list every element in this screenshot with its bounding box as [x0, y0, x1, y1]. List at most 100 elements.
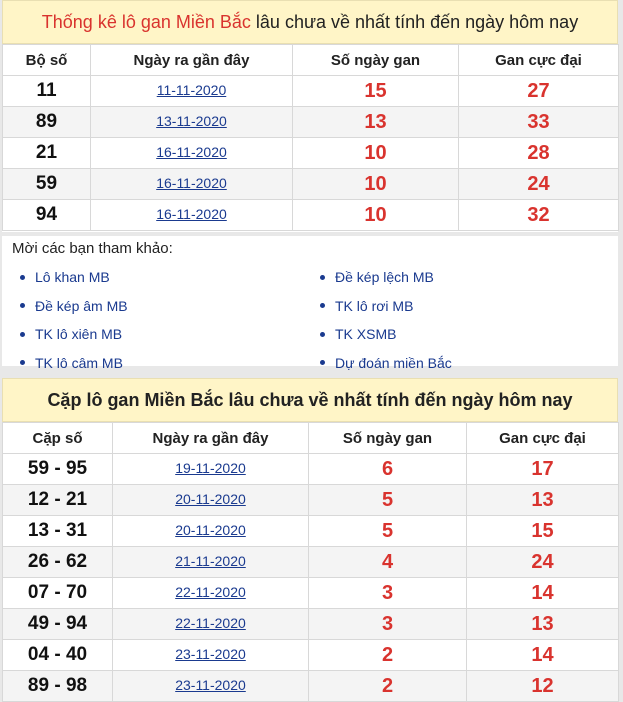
table-row: 11 11-11-2020 15 27 — [2, 75, 619, 107]
reference-link-item[interactable]: TK lô câm MB — [12, 349, 312, 378]
lo-gan-title-rest: lâu chưa về nhất tính đến ngày hôm nay — [250, 11, 579, 32]
date-cell: 16-11-2020 — [90, 199, 293, 231]
col-cap-so: Cặp số — [2, 422, 113, 454]
reference-link[interactable]: Đề kép âm MB — [35, 297, 128, 314]
reference-link-item[interactable]: TK lô xiên MB — [12, 320, 312, 349]
lo-gan-table: Bộ số Ngày ra gần đây Số ngày gan Gan cự… — [2, 44, 619, 231]
table-row: 04 - 40 23-11-2020 2 14 — [2, 639, 619, 671]
bullet-icon — [320, 360, 325, 366]
reference-link-item[interactable]: Lô khan MB — [12, 263, 312, 292]
col-ngay-ra: Ngày ra gần đây — [90, 44, 293, 76]
table-row: 59 - 95 19-11-2020 6 17 — [2, 453, 619, 485]
date-cell: 22-11-2020 — [112, 608, 309, 640]
col-so-ngay-gan: Số ngày gan — [292, 44, 459, 76]
max-cell: 14 — [466, 639, 619, 671]
table-row: 12 - 21 20-11-2020 5 13 — [2, 484, 619, 516]
bullet-icon — [20, 331, 25, 337]
max-cell: 17 — [466, 453, 619, 485]
cap-lo-gan-header-row: Cặp số Ngày ra gần đây Số ngày gan Gan c… — [2, 422, 619, 454]
number-cell: 11 — [2, 75, 91, 107]
date-link[interactable]: 20-11-2020 — [175, 491, 246, 507]
cap-lo-gan-table: Cặp số Ngày ra gần đây Số ngày gan Gan c… — [2, 422, 619, 702]
date-link[interactable]: 16-11-2020 — [156, 206, 227, 222]
date-cell: 20-11-2020 — [112, 515, 309, 547]
reference-link-item[interactable]: TK lô rơi MB — [312, 292, 592, 321]
max-cell: 12 — [466, 670, 619, 702]
days-cell: 5 — [308, 515, 467, 547]
date-cell: 16-11-2020 — [90, 137, 293, 169]
col-so-ngay-gan-2: Số ngày gan — [308, 422, 467, 454]
bullet-icon — [20, 303, 25, 309]
max-cell: 24 — [466, 546, 619, 578]
max-cell: 14 — [466, 577, 619, 609]
days-cell: 10 — [292, 168, 459, 200]
date-link[interactable]: 23-11-2020 — [175, 677, 246, 693]
date-link[interactable]: 19-11-2020 — [175, 460, 246, 476]
col-gan-cuc-dai-2: Gan cực đại — [466, 422, 619, 454]
reference-link[interactable]: Đề kép lệch MB — [335, 269, 434, 286]
table-row: 07 - 70 22-11-2020 3 14 — [2, 577, 619, 609]
table-row: 94 16-11-2020 10 32 — [2, 199, 619, 231]
date-cell: 23-11-2020 — [112, 670, 309, 702]
days-cell: 10 — [292, 137, 459, 169]
days-cell: 2 — [308, 639, 467, 671]
reference-link-item[interactable]: Dự đoán miền Bắc — [312, 349, 592, 378]
reference-link[interactable]: Lô khan MB — [35, 269, 110, 286]
number-cell: 07 - 70 — [2, 577, 113, 609]
max-cell: 13 — [466, 484, 619, 516]
date-cell: 11-11-2020 — [90, 75, 293, 107]
date-cell: 16-11-2020 — [90, 168, 293, 200]
days-cell: 6 — [308, 453, 467, 485]
table-row: 89 - 98 23-11-2020 2 12 — [2, 670, 619, 702]
lo-gan-title-red: Thống kê lô gan Miền Bắc — [41, 11, 251, 32]
lo-gan-panel: Thống kê lô gan Miền Bắc lâu chưa về nhấ… — [2, 0, 619, 232]
date-link[interactable]: 16-11-2020 — [156, 175, 227, 191]
number-cell: 59 — [2, 168, 91, 200]
reference-link[interactable]: TK lô câm MB — [35, 354, 123, 371]
max-cell: 24 — [458, 168, 619, 200]
max-cell: 33 — [458, 106, 619, 138]
date-cell: 21-11-2020 — [112, 546, 309, 578]
table-row: 21 16-11-2020 10 28 — [2, 137, 619, 169]
date-link[interactable]: 22-11-2020 — [175, 584, 246, 600]
date-link[interactable]: 20-11-2020 — [175, 522, 246, 538]
lo-gan-header-row: Bộ số Ngày ra gần đây Số ngày gan Gan cự… — [2, 44, 619, 76]
days-cell: 3 — [308, 608, 467, 640]
table-row: 26 - 62 21-11-2020 4 24 — [2, 546, 619, 578]
reference-link-item[interactable]: Đề kép lệch MB — [312, 263, 592, 292]
reference-link-item[interactable]: TK XSMB — [312, 320, 592, 349]
date-link[interactable]: 22-11-2020 — [175, 615, 246, 631]
table-row: 89 13-11-2020 13 33 — [2, 106, 619, 138]
table-row: 13 - 31 20-11-2020 5 15 — [2, 515, 619, 547]
reference-link[interactable]: Dự đoán miền Bắc — [335, 354, 452, 371]
days-cell: 13 — [292, 106, 459, 138]
date-link[interactable]: 13-11-2020 — [156, 113, 227, 129]
days-cell: 15 — [292, 75, 459, 107]
table-row: 59 16-11-2020 10 24 — [2, 168, 619, 200]
number-cell: 04 - 40 — [2, 639, 113, 671]
date-link[interactable]: 16-11-2020 — [156, 144, 227, 160]
reference-link[interactable]: TK XSMB — [335, 326, 397, 343]
date-link[interactable]: 23-11-2020 — [175, 646, 246, 662]
days-cell: 5 — [308, 484, 467, 516]
number-cell: 26 - 62 — [2, 546, 113, 578]
date-link[interactable]: 21-11-2020 — [175, 553, 246, 569]
days-cell: 10 — [292, 199, 459, 231]
lo-gan-title: Thống kê lô gan Miền Bắc lâu chưa về nhấ… — [2, 0, 618, 44]
date-cell: 22-11-2020 — [112, 577, 309, 609]
days-cell: 4 — [308, 546, 467, 578]
cap-lo-gan-panel: Cặp lô gan Miền Bắc lâu chưa về nhất tín… — [2, 378, 619, 702]
date-link[interactable]: 11-11-2020 — [156, 82, 227, 98]
days-cell: 2 — [308, 670, 467, 702]
reference-links-panel: Mời các bạn tham khảo: Lô khan MB Đề kép … — [2, 236, 618, 371]
bullet-icon — [320, 331, 325, 337]
number-cell: 49 - 94 — [2, 608, 113, 640]
number-cell: 94 — [2, 199, 91, 231]
col-ngay-ra-2: Ngày ra gần đây — [112, 422, 309, 454]
col-bo-so: Bộ số — [2, 44, 91, 76]
reference-link-item[interactable]: Đề kép âm MB — [12, 292, 312, 321]
reference-heading: Mời các bạn tham khảo: — [12, 240, 173, 257]
reference-link[interactable]: TK lô xiên MB — [35, 326, 123, 343]
max-cell: 27 — [458, 75, 619, 107]
reference-link[interactable]: TK lô rơi MB — [335, 297, 414, 314]
